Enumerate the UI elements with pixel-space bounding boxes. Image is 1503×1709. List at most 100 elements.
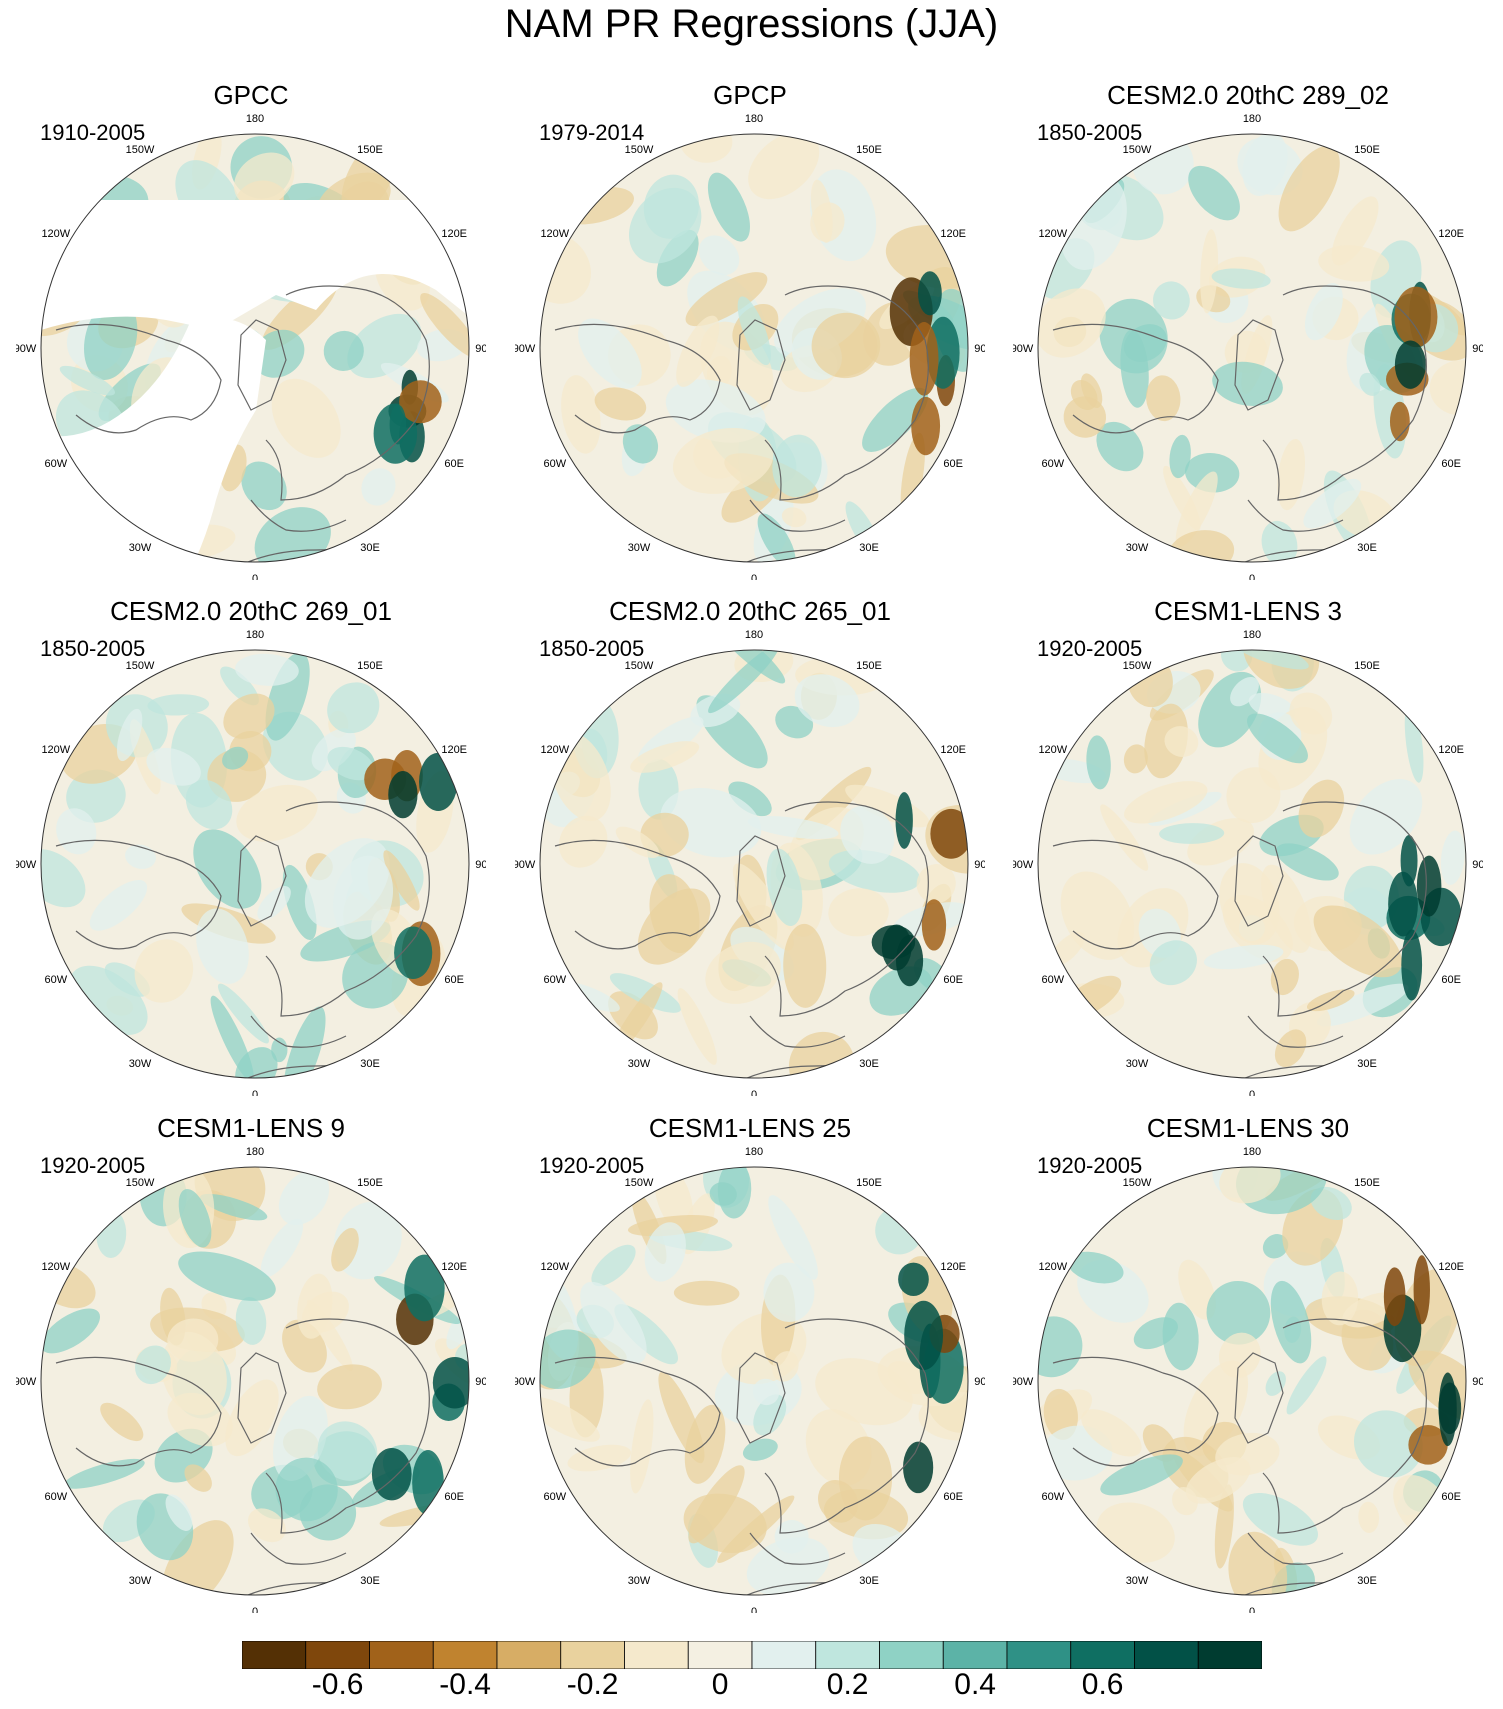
field-patch <box>1220 650 1253 672</box>
coastline <box>1262 1318 1427 1534</box>
field-patch <box>1188 165 1240 221</box>
field-patch <box>742 1438 778 1461</box>
longitude-label: 150W <box>625 1177 654 1189</box>
field-patch <box>1261 520 1298 562</box>
field-patch <box>643 174 699 239</box>
field-patch <box>331 1227 359 1272</box>
field-patch <box>100 1402 144 1442</box>
field-patch <box>327 746 375 781</box>
field-patch <box>134 939 194 1003</box>
field-patch <box>223 693 275 739</box>
map-boundary <box>539 1166 969 1596</box>
longitude-label: 120W <box>41 228 70 240</box>
map-boundary <box>40 649 470 1079</box>
map-boundary <box>1037 649 1467 1079</box>
field-patch <box>828 849 921 893</box>
longitude-label: 150W <box>1123 144 1152 156</box>
longitude-label: 30W <box>628 1058 651 1070</box>
longitude-label: 180 <box>745 113 763 125</box>
field-patch <box>559 815 608 868</box>
coastline <box>237 835 287 927</box>
coastline <box>764 1318 929 1534</box>
field-patch <box>217 983 269 1044</box>
field-patch <box>757 513 796 562</box>
field-patch <box>680 134 733 163</box>
field-patch <box>1178 1259 1216 1320</box>
field-patch <box>1316 983 1409 1027</box>
longitude-label: 60E <box>1441 974 1461 986</box>
colorbar-swatch <box>1006 1641 1072 1669</box>
polar-map: 180 150E 120E 90E 60E 30E 0 30W 60W 90W 120W 150W <box>1013 113 1483 580</box>
colorbar-swatch <box>1134 1641 1199 1669</box>
polar-map: 180 150E 120E 90E 60E 30E 0 30W 60W 90W 120W 150W <box>16 113 486 580</box>
strong-anomaly <box>389 404 407 445</box>
panel-title: CESM1-LENS 30 <box>1146 1113 1350 1143</box>
longitude-label: 90E <box>475 859 486 871</box>
field-patch <box>1123 324 1167 362</box>
longitude-label: 90W <box>1013 343 1034 355</box>
longitude-label: 60W <box>1042 974 1065 986</box>
panel-period: 1850-2005 <box>1037 120 1143 145</box>
longitude-label: 60W <box>1042 458 1065 470</box>
field-patch <box>714 650 786 684</box>
longitude-label: 90W <box>16 1376 37 1388</box>
polar-map: 180 150E 120E 90E 60E 30E 0 30W 60W 90W 120W 150W <box>515 1146 985 1613</box>
longitude-label: 120W <box>1038 1261 1067 1273</box>
field-patch <box>1169 434 1191 479</box>
field-patch <box>165 1494 193 1531</box>
longitude-label: 60E <box>1441 458 1461 470</box>
field-patch <box>753 1394 787 1436</box>
longitude-label: 60E <box>444 974 464 986</box>
field-patch <box>235 1296 267 1345</box>
field-patch <box>788 1031 855 1078</box>
colorbar-swatch <box>815 1641 880 1669</box>
panel-title: CESM1-LENS 3 <box>1154 596 1342 626</box>
field-patch <box>1175 471 1218 547</box>
field-patch <box>763 1262 815 1322</box>
longitude-label: 180 <box>246 629 264 641</box>
coastline <box>250 1015 347 1048</box>
field-patch <box>1124 781 1208 824</box>
coastline <box>749 1015 846 1048</box>
longitude-label: 0 <box>1249 1606 1255 1613</box>
longitude-label: 150E <box>1354 660 1380 672</box>
longitude-label: 180 <box>745 1146 763 1158</box>
longitude-label: 0 <box>751 1089 757 1096</box>
strong-anomaly <box>909 321 939 396</box>
panel-title: CESM2.0 20thC 289_02 <box>1107 80 1389 110</box>
panel-title: GPCP <box>713 80 787 110</box>
field-patch <box>347 313 422 379</box>
field-patch <box>271 1037 288 1063</box>
field-patch <box>772 434 822 498</box>
longitude-label: 90W <box>515 859 536 871</box>
strong-anomaly <box>930 808 968 859</box>
field-patch <box>383 850 420 911</box>
field-patch <box>1358 1501 1380 1533</box>
field-patch <box>1318 245 1390 282</box>
colorbar-swatch <box>369 1641 434 1669</box>
field-patch <box>222 746 249 770</box>
coastline <box>1247 499 1344 532</box>
field-patch <box>1100 804 1149 871</box>
longitude-label: 90E <box>1472 859 1483 871</box>
longitude-label: 60E <box>444 458 464 470</box>
field-patch <box>317 1421 378 1481</box>
strong-anomaly <box>898 1262 929 1297</box>
field-patch <box>1247 713 1308 764</box>
field-patch <box>705 941 781 1004</box>
strong-anomaly <box>1438 1372 1457 1447</box>
colorbar-tick-label: 0.6 <box>1081 1668 1124 1701</box>
longitude-label: 150W <box>126 1177 155 1189</box>
field-patch <box>1304 283 1343 341</box>
strong-anomaly <box>1394 286 1438 348</box>
field-patch <box>1142 1424 1177 1462</box>
strong-anomaly <box>921 899 947 951</box>
field-patch <box>1303 478 1362 529</box>
longitude-label: 150E <box>856 660 882 672</box>
field-patch <box>747 816 839 839</box>
field-patch <box>677 988 717 1065</box>
field-patch <box>685 272 768 327</box>
coastline <box>265 1318 430 1534</box>
field-patch <box>1060 871 1134 960</box>
longitude-label: 150E <box>856 144 882 156</box>
